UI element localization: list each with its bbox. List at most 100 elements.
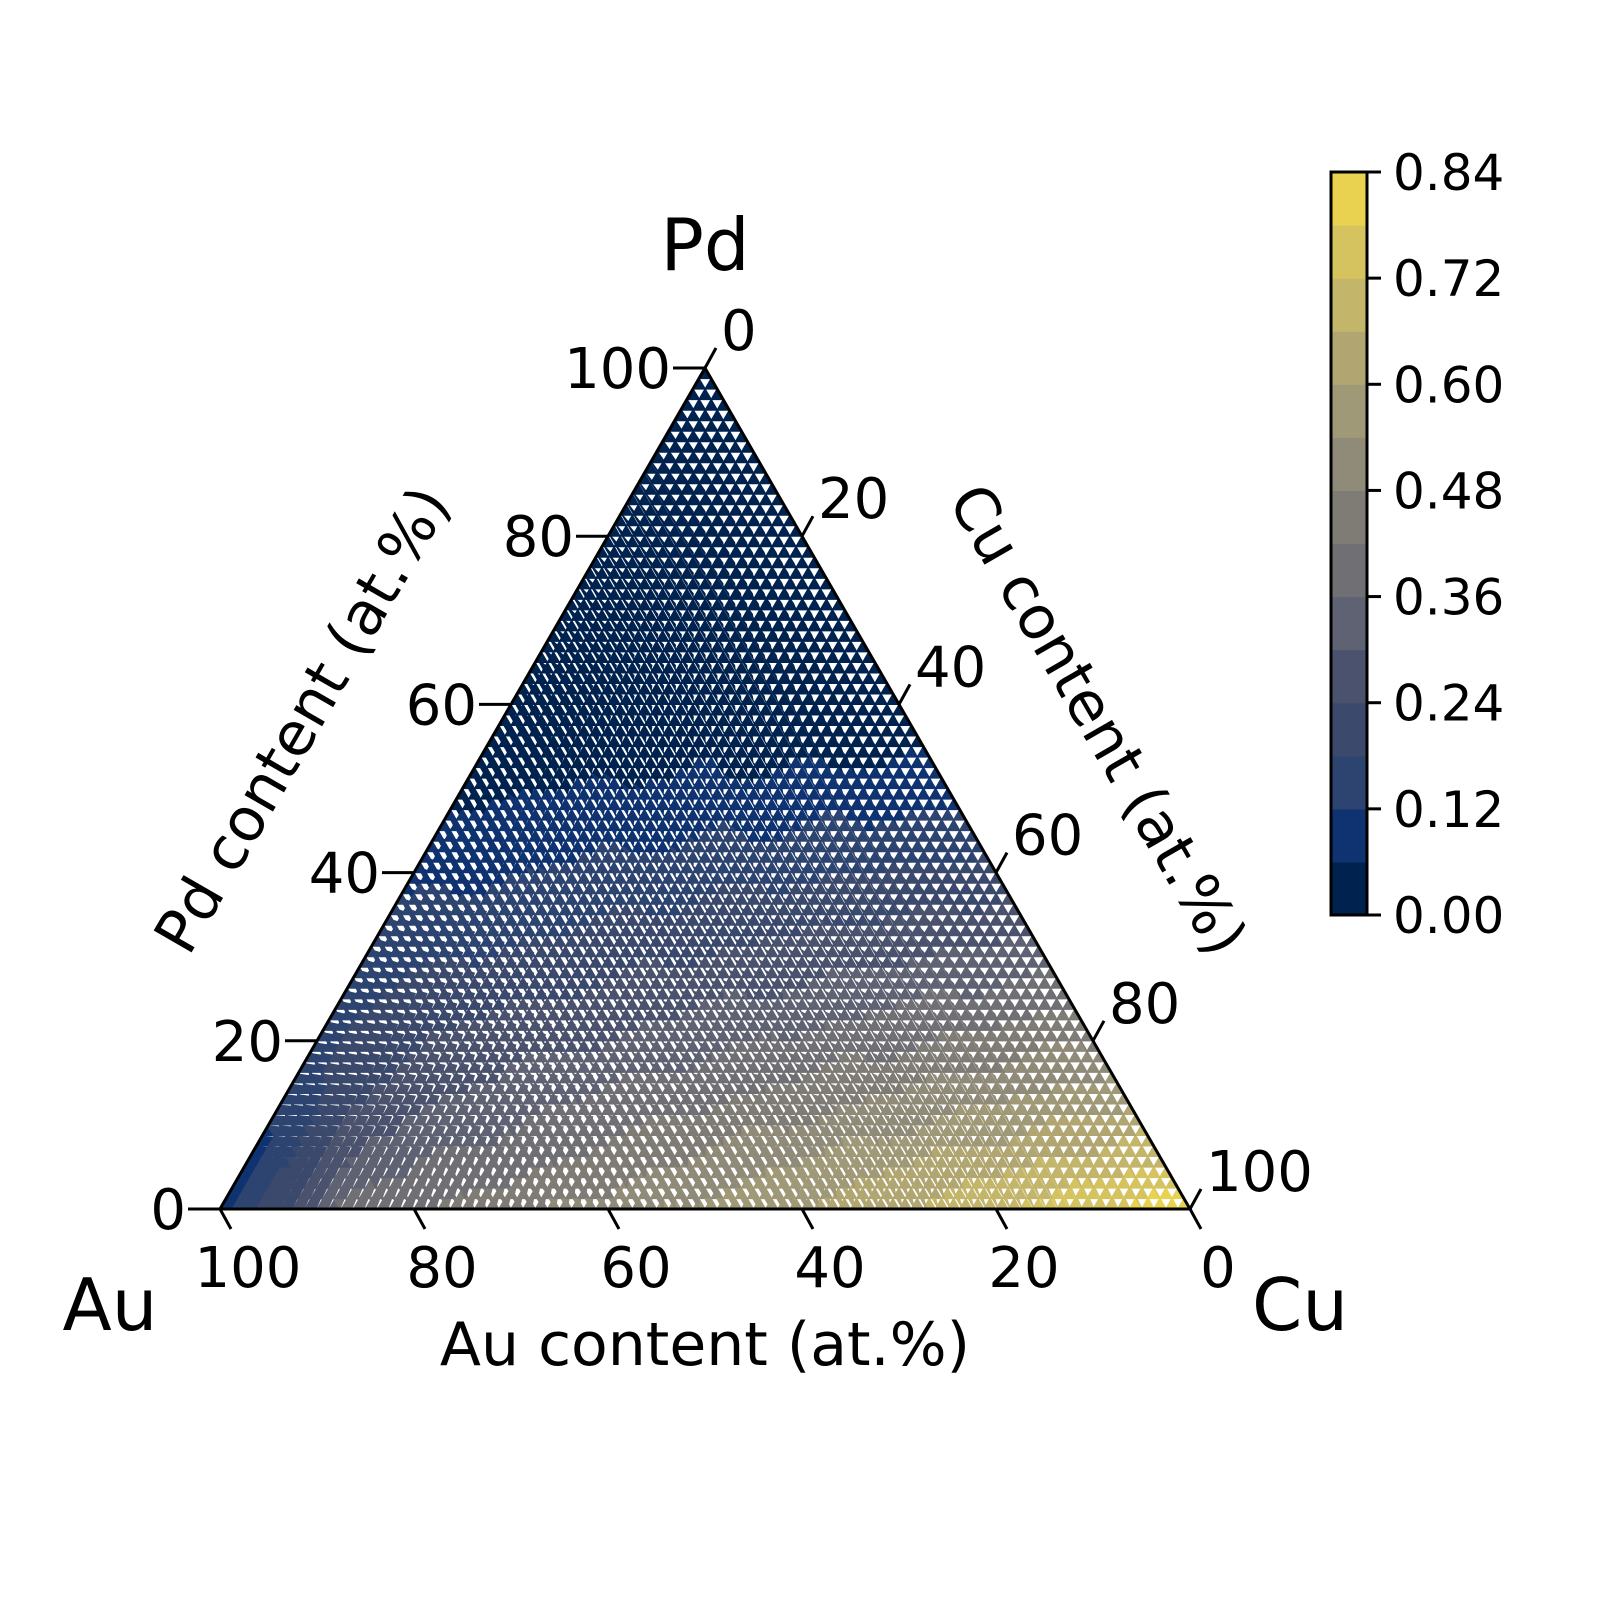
contour-cell [679,440,694,453]
contour-cell [667,482,682,495]
contour-cell [710,440,718,452]
contour-cell [734,450,749,464]
contour-cell [374,1000,387,1013]
contour-cell [631,503,646,516]
contour-cell [697,471,713,485]
contour-cell [606,566,622,579]
contour-cell [837,650,852,664]
contour-cell [506,772,517,785]
contour-cell [506,751,517,764]
contour-cell [631,566,646,579]
contour-cell [554,730,564,744]
contour-cell [602,606,612,619]
contour-cell [493,812,505,827]
contour-cell [475,844,487,858]
contour-cell [643,545,658,558]
contour-cell [326,1146,340,1159]
contour-cell [632,595,641,609]
contour-cell [788,545,804,558]
contour-cell [619,545,634,558]
contour-cell [620,575,629,588]
contour-cell [302,1166,316,1180]
contour-cell [613,577,628,590]
contour-cell [452,906,464,920]
contour-cell [776,524,791,537]
contour-cell [873,734,888,748]
contour-cell [807,577,822,590]
contour-cell [704,450,712,462]
contour-cell [368,1031,381,1045]
contour-cell [934,797,949,811]
contour-cell [691,461,707,474]
contour-cell [873,692,888,706]
contour-cell [764,503,779,516]
contour-cell [428,927,440,941]
contour-cell [458,896,470,910]
contour-cell [590,606,600,619]
contour-cell [922,818,937,832]
contour-cell [608,616,617,630]
contour-cell [643,524,658,537]
contour-cell [368,1052,381,1065]
contour-cell [867,682,882,695]
contour-cell [566,710,576,723]
contour-cell [867,724,882,737]
contour-cell [481,833,493,847]
contour-cell [524,741,535,754]
contour-cell [613,555,628,569]
contour-cell [934,818,949,832]
contour-cell [344,1073,357,1086]
contour-cell [861,692,876,706]
contour-cell [710,429,725,443]
contour-cell [662,523,671,536]
contour-cell [602,585,612,598]
contour-cell [588,619,603,632]
contour-cell [308,1156,322,1169]
contour-cell [606,587,622,600]
contour-cell [704,409,712,421]
contour-cell [861,671,876,685]
contour-cell [916,787,931,800]
contour-cell [596,658,606,671]
contour-cell [572,658,582,671]
contour-cell [698,440,706,454]
contour-cell [572,699,582,713]
contour-cell [638,544,647,557]
contour-cell [667,524,682,537]
contour-cell [819,598,834,611]
contour-cell [482,854,493,868]
contour-cell [320,1094,334,1107]
contour-cell [673,450,688,464]
contour-cell [600,577,616,590]
contour-cell [656,554,665,567]
contour-cell [548,699,558,712]
contour-cell [380,1010,393,1024]
contour-cell [722,440,730,452]
contour-cell [728,429,736,441]
contour-cell [716,429,724,441]
contour-cell [554,668,564,681]
contour-cell [916,766,931,779]
contour-cell [560,699,570,712]
contour-cell [667,461,682,474]
contour-cell [680,513,688,526]
contour-cell [600,598,616,611]
contour-cell [332,1094,346,1107]
contour-cell [422,958,434,972]
contour-cell [362,1000,375,1013]
contour-cell [625,598,640,611]
contour-cell [740,482,755,495]
contour-cell [404,969,417,982]
contour-cell [422,937,434,951]
contour-cell [362,1042,375,1055]
contour-cell [590,627,600,640]
contour-cell [697,387,713,401]
contour-cell [338,1083,352,1097]
contour-cell [819,619,834,632]
contour-cell [649,492,664,506]
contour-cell [674,481,682,495]
contour-cell [698,461,706,475]
contour-cell [536,741,547,754]
contour-cell [631,545,646,558]
